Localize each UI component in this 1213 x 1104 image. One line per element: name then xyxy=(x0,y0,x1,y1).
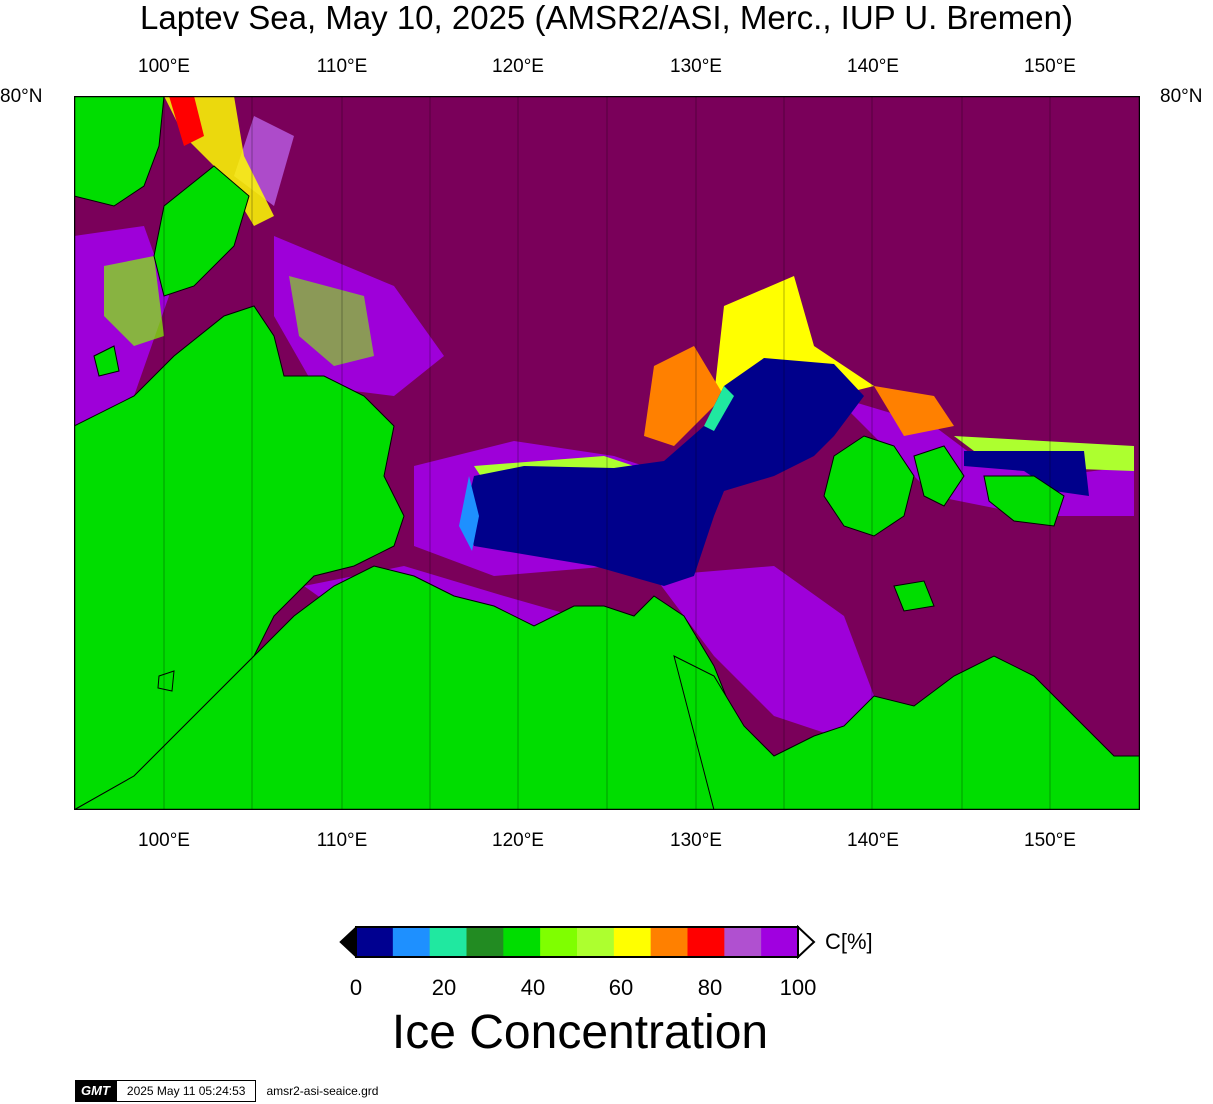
lon-label-top-140: 140°E xyxy=(847,56,899,77)
map-title: Laptev Sea, May 10, 2025 (AMSR2/ASI, Mer… xyxy=(140,0,1073,36)
colorbar-under-triangle xyxy=(339,925,357,959)
lon-label-top-100: 100°E xyxy=(138,56,190,77)
colorbar-swatch-10 xyxy=(724,927,762,957)
colorbar-tick-80: 80 xyxy=(697,975,723,1000)
colorbar-swatch-11 xyxy=(761,927,799,957)
graticule xyxy=(163,96,1051,810)
ice-concentration-map xyxy=(74,96,1140,810)
lon-label-bottom-140: 140°E xyxy=(847,830,899,851)
gmt-timestamp: GMT 2025 May 11 05:24:53 amsr2-asi-seaic… xyxy=(75,1080,378,1102)
colorbar-swatch-1 xyxy=(392,927,431,957)
colorbar-tick-100: 100 xyxy=(779,975,817,1000)
colorbar-swatch-2 xyxy=(429,927,467,957)
land-masses xyxy=(74,96,1140,810)
open-water-polynya xyxy=(459,358,1089,586)
lat-label-left: 80°N xyxy=(0,86,43,107)
colorbar-swatch-4 xyxy=(503,927,541,957)
colorbar-swatch-9 xyxy=(687,927,725,957)
lon-label-bottom-120: 120°E xyxy=(492,830,544,851)
stamp-filename: amsr2-asi-seaice.grd xyxy=(266,1084,379,1098)
lon-label-bottom-100: 100°E xyxy=(138,830,190,851)
colorbar xyxy=(339,925,816,959)
stamp-datetime: 2025 May 11 05:24:53 xyxy=(115,1080,257,1102)
lon-label-bottom-150: 150°E xyxy=(1024,830,1076,851)
colorbar-swatch-5 xyxy=(540,927,578,957)
colorbar-swatch-7 xyxy=(613,927,652,957)
colorbar-swatch-6 xyxy=(577,927,615,957)
map-frame xyxy=(74,96,1140,810)
lon-label-top-110: 110°E xyxy=(316,56,368,77)
lon-label-top-120: 120°E xyxy=(492,56,544,77)
colorbar-title: Ice Concentration xyxy=(391,1006,769,1059)
colorbar-tick-0: 0 xyxy=(349,975,363,1000)
lon-label-bottom-110: 110°E xyxy=(316,830,368,851)
colorbar-tick-40: 40 xyxy=(520,975,546,1000)
colorbar-swatch-3 xyxy=(466,927,504,957)
colorbar-tick-20: 20 xyxy=(431,975,457,1000)
colorbar-tick-60: 60 xyxy=(608,975,634,1000)
colorbar-over-triangle xyxy=(797,925,816,959)
colorbar-swatch-8 xyxy=(650,927,688,957)
lon-label-top-150: 150°E xyxy=(1024,56,1076,77)
gmt-logo: GMT xyxy=(75,1080,116,1102)
lon-label-top-130: 130°E xyxy=(670,56,722,77)
colorbar-unit: C[%] xyxy=(825,929,873,954)
lon-label-bottom-130: 130°E xyxy=(670,830,722,851)
colorbar-swatch-0 xyxy=(356,927,394,957)
lat-label-right: 80°N xyxy=(1160,86,1203,107)
